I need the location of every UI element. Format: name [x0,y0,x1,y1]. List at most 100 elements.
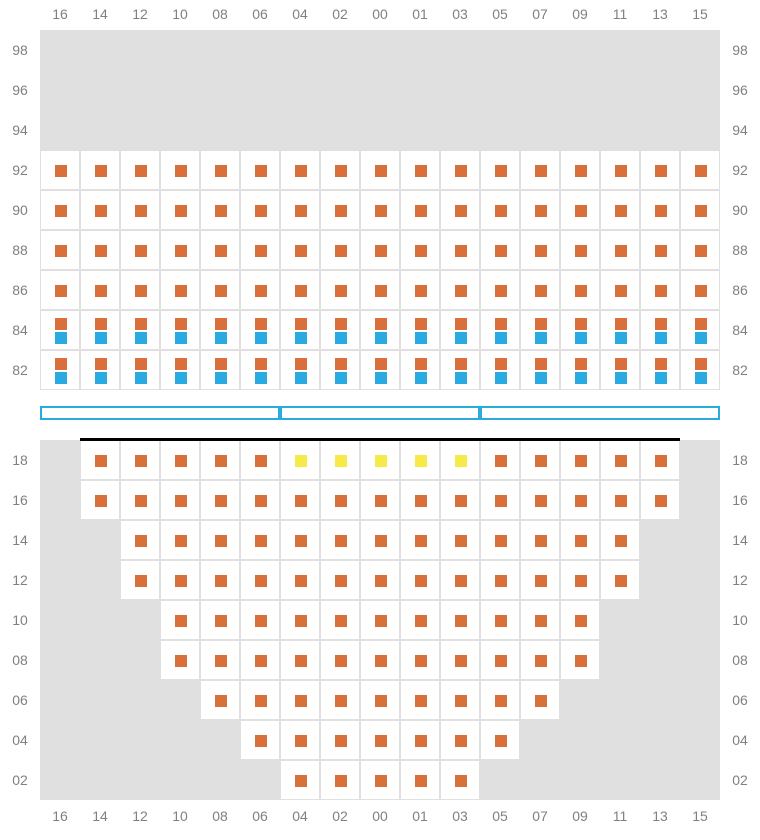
seat[interactable] [240,480,280,520]
seat[interactable] [440,560,480,600]
seat[interactable] [480,270,520,310]
seat[interactable] [480,720,520,760]
seat[interactable] [280,600,320,640]
seat[interactable] [280,760,320,800]
seat[interactable] [360,190,400,230]
seat[interactable] [280,150,320,190]
seat[interactable] [40,190,80,230]
seat[interactable] [120,190,160,230]
seat[interactable] [400,190,440,230]
seat[interactable] [640,190,680,230]
seat[interactable] [80,150,120,190]
seat[interactable] [200,680,240,720]
seat[interactable] [640,270,680,310]
seat[interactable] [240,230,280,270]
seat[interactable] [480,520,520,560]
seat[interactable] [560,520,600,560]
seat[interactable] [240,310,280,350]
seat[interactable] [40,270,80,310]
seat[interactable] [80,230,120,270]
seat[interactable] [240,640,280,680]
seat[interactable] [80,190,120,230]
seat[interactable] [360,440,400,480]
seat[interactable] [600,440,640,480]
seat[interactable] [120,480,160,520]
seat[interactable] [320,720,360,760]
seat[interactable] [440,190,480,230]
seat[interactable] [480,640,520,680]
seat[interactable] [160,270,200,310]
seat[interactable] [680,190,720,230]
seat[interactable] [80,440,120,480]
seat[interactable] [440,520,480,560]
seat[interactable] [520,520,560,560]
seat[interactable] [600,560,640,600]
seat[interactable] [560,440,600,480]
seat[interactable] [200,230,240,270]
seat[interactable] [480,560,520,600]
seat[interactable] [120,150,160,190]
seat[interactable] [160,440,200,480]
seat[interactable] [360,680,400,720]
seat[interactable] [480,480,520,520]
seat[interactable] [160,350,200,390]
seat[interactable] [640,150,680,190]
seat[interactable] [160,560,200,600]
seat[interactable] [440,680,480,720]
seat[interactable] [440,440,480,480]
seat[interactable] [280,310,320,350]
seat[interactable] [400,640,440,680]
seat[interactable] [480,190,520,230]
seat[interactable] [360,270,400,310]
seat[interactable] [440,480,480,520]
seat[interactable] [400,520,440,560]
seat[interactable] [40,150,80,190]
seat[interactable] [320,440,360,480]
seat[interactable] [120,230,160,270]
seat[interactable] [200,520,240,560]
seat[interactable] [360,720,400,760]
seat[interactable] [80,310,120,350]
seat[interactable] [560,600,600,640]
seat[interactable] [680,230,720,270]
seat[interactable] [160,150,200,190]
seat[interactable] [280,270,320,310]
seat[interactable] [400,270,440,310]
seat[interactable] [600,520,640,560]
seat[interactable] [520,270,560,310]
seat[interactable] [520,350,560,390]
seat[interactable] [160,520,200,560]
seat[interactable] [200,600,240,640]
seat[interactable] [480,440,520,480]
seat[interactable] [240,560,280,600]
seat[interactable] [400,680,440,720]
seat[interactable] [320,350,360,390]
seat[interactable] [440,150,480,190]
seat[interactable] [440,270,480,310]
seat[interactable] [520,230,560,270]
seat[interactable] [280,640,320,680]
seat[interactable] [240,520,280,560]
seat[interactable] [680,350,720,390]
seat[interactable] [200,310,240,350]
seat[interactable] [520,600,560,640]
seat[interactable] [160,480,200,520]
seat[interactable] [640,440,680,480]
seat[interactable] [520,560,560,600]
seat[interactable] [560,310,600,350]
seat[interactable] [520,150,560,190]
seat[interactable] [560,560,600,600]
seat[interactable] [520,440,560,480]
seat[interactable] [600,270,640,310]
seat[interactable] [480,600,520,640]
seat[interactable] [640,310,680,350]
seat[interactable] [280,720,320,760]
seat[interactable] [240,440,280,480]
seat[interactable] [160,310,200,350]
seat[interactable] [560,270,600,310]
seat[interactable] [320,150,360,190]
seat[interactable] [600,310,640,350]
seat[interactable] [360,350,400,390]
seat[interactable] [560,150,600,190]
seat[interactable] [560,640,600,680]
